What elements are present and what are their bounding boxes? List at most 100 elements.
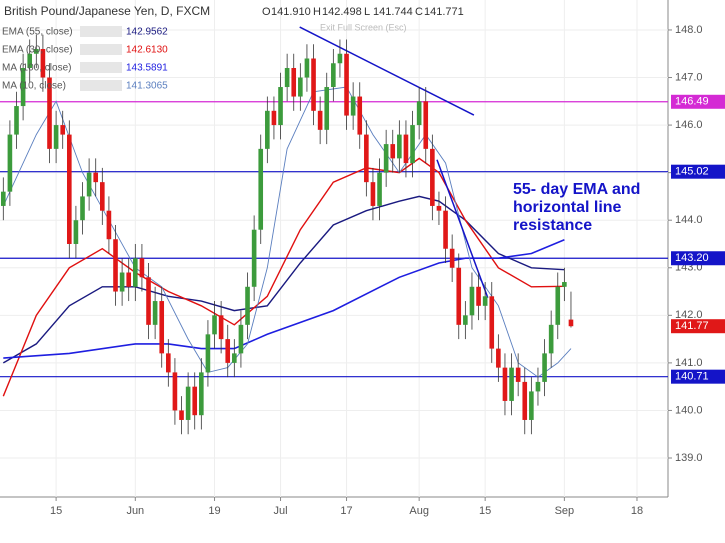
candle-body [93,172,99,183]
candle-body [27,53,33,69]
candle-body [7,134,13,192]
candle-body [238,324,244,354]
legend-value: 143.5891 [126,63,168,74]
x-tick-label: Sep [555,505,575,517]
x-tick-label: 15 [479,505,491,517]
candle-body [40,48,46,78]
candle-body [139,258,145,278]
y-tick-label: 148.0 [675,24,703,36]
candle-body [291,68,297,97]
candle-body [463,315,468,325]
price-label-box [671,94,725,109]
candle-body [430,148,435,206]
ohlc-key: L [364,6,370,18]
y-tick-label: 139.0 [675,452,703,464]
candle-body [232,353,237,363]
annotation: resistance [513,217,592,234]
candle-body [119,272,125,292]
candle-body [449,248,455,268]
candle-body [357,96,363,135]
candle-body [529,391,534,420]
ohlc-key: H [313,6,321,18]
x-tick-label: Jul [274,505,288,517]
candle-body [66,134,72,244]
candle-body [298,77,303,97]
candle-body [436,205,442,211]
candle-body [251,229,257,287]
legend-value: 141.3065 [126,81,168,92]
x-tick-label: 17 [340,505,352,517]
candle-body [562,282,567,287]
last-price-label: 141.77 [675,320,709,332]
candle-body [337,53,343,64]
candle-body [515,367,521,382]
candle-body [192,386,198,416]
candle-body [0,191,6,206]
candle-body [350,96,356,116]
candle-body [555,286,561,325]
candle-body [469,286,475,316]
x-tick-label: Jun [126,505,144,517]
ohlc-key: O [262,6,271,18]
candle-body [443,210,448,249]
candle-body [456,267,462,325]
candle-body [146,277,151,325]
candle-body [152,301,158,325]
candle-body [100,182,105,211]
candle-body [284,68,290,88]
indicator-line [3,238,565,359]
candle-body [205,334,211,373]
ohlc-value: 141.910 [271,6,311,18]
x-tick-label: Aug [409,505,429,517]
price-label-box [671,251,725,266]
candle-body [33,48,39,54]
candle-body [548,324,554,354]
legend-name: MA (10, close) [2,81,66,92]
candle-body [331,63,336,88]
price-label-box [671,164,725,179]
ohlc-key: C [415,6,423,18]
legend-icons [80,80,122,91]
candle-body [324,87,330,130]
candle-body [212,315,217,335]
candle-body [489,296,495,349]
candle-body [271,110,277,126]
candle-body [509,367,514,401]
candle-body [476,286,481,306]
candle-body [133,258,138,287]
legend-value: 142.6130 [126,45,168,56]
candle-body [304,58,310,78]
price-label: 140.71 [675,371,709,383]
candle-body [265,110,270,149]
candle-body [20,68,26,107]
candle-body [14,106,19,135]
candle-body [317,110,323,130]
trend-line [299,26,475,116]
candle-body [416,101,422,126]
legend-icons [80,62,122,73]
candle-body [199,372,204,416]
candle-body [390,144,396,159]
candle-body [410,125,415,164]
candle-body [364,134,369,183]
candle-body [73,220,79,244]
ohlc-value: 141.744 [373,6,413,18]
legend-value: 142.9562 [126,27,168,38]
legend-icons [80,44,122,55]
candle-body [225,339,231,363]
trend-line [436,159,489,298]
legend-name: EMA (55, close) [2,27,73,38]
candle-body [542,353,547,382]
price-label-box [671,369,725,384]
last-price-box [671,319,725,334]
candle-body [535,381,541,392]
candle-body [113,239,118,292]
candle-body [179,410,184,420]
tooltip: Exit Full Screen (Esc) [320,22,407,32]
annotation: 55- day EMA and [513,181,640,198]
chart-title: British Pound/Japanese Yen, D, FXCM [4,4,210,18]
candle-body [218,315,224,340]
price-label: 146.49 [675,96,709,108]
candle-body [278,87,283,126]
